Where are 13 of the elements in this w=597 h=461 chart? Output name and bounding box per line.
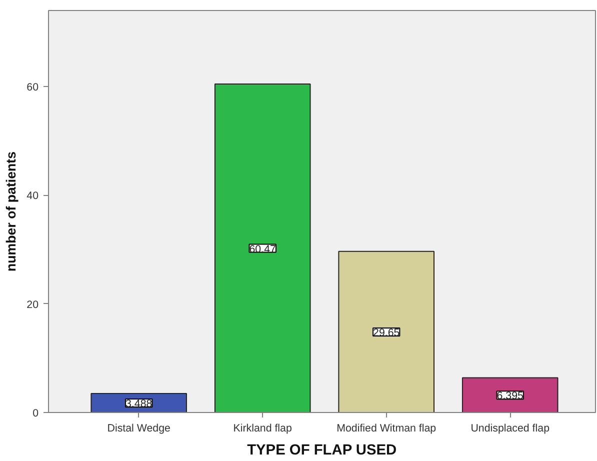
y-tick-label: 0	[32, 408, 39, 420]
y-tick-label: 60	[26, 82, 39, 94]
y-tick-label: 40	[26, 190, 39, 202]
y-tick-label: 20	[26, 298, 39, 311]
bar	[462, 377, 558, 412]
x-tick-label: Distal Wedge	[107, 422, 171, 434]
x-axis-title: TYPE OF FLAP USED	[247, 442, 397, 458]
x-tick-label: Kirkland flap	[233, 422, 292, 434]
y-axis-title: number of patients	[4, 152, 19, 272]
bar	[338, 250, 434, 412]
x-tick-label: Modified Witman flap	[336, 422, 436, 434]
x-tick-label: Undisplaced flap	[470, 422, 550, 434]
bar	[214, 84, 311, 412]
